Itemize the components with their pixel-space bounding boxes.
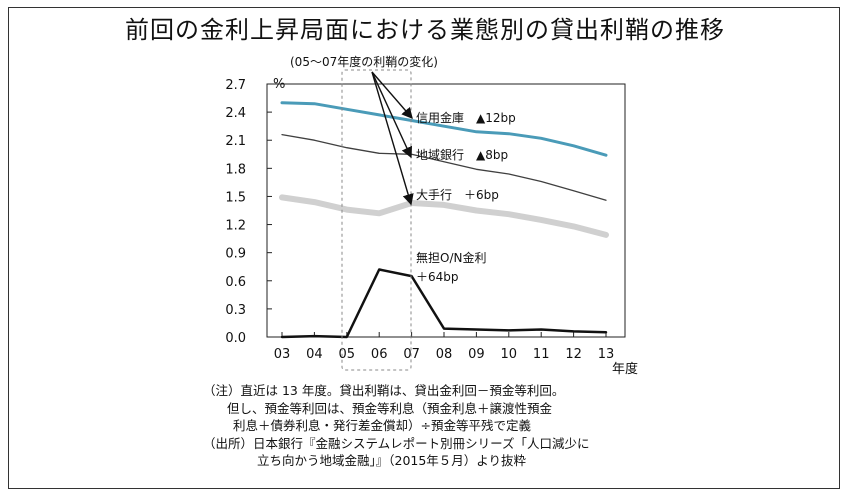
y-tick-label: 2.1 <box>225 134 246 149</box>
annotation-on-rate: 無担O/N金利 <box>416 250 486 265</box>
y-tick-label: 0.0 <box>225 331 246 346</box>
chart-notes: （注）直近は 13 年度。貸出利鞘は、貸出金利回－預金等利回。 但し、預金等利回… <box>203 382 723 470</box>
x-tick-label: 06 <box>371 347 388 362</box>
annotation-ote: 大手行 ＋6bp <box>416 188 499 202</box>
x-tick-label: 08 <box>436 347 453 362</box>
x-tick-label: 03 <box>274 347 291 362</box>
figure-frame <box>8 7 840 489</box>
series-line-3 <box>279 194 609 238</box>
annotation-arrow <box>371 71 413 120</box>
y-tick-label: 2.7 <box>225 78 246 93</box>
x-tick-label: 10 <box>501 347 518 362</box>
plot-area <box>266 83 626 338</box>
series-line-2 <box>281 133 607 201</box>
y-tick-label: 0.9 <box>225 247 246 262</box>
annotation-arrow <box>371 71 413 159</box>
note-line-3: 利息＋債券利息・発行差金償却）÷預金等平残で定義 <box>233 418 531 433</box>
series-line-4 <box>280 268 608 339</box>
x-tick-label: 13 <box>598 347 615 362</box>
x-tick-label: 12 <box>565 347 582 362</box>
y-tick-label: 0.3 <box>225 303 246 318</box>
source-line-1: （出所）日本銀行『金融システムレポート別冊シリーズ「人口減少に <box>203 435 590 451</box>
x-tick-label: 05 <box>339 347 356 362</box>
annotation-chiiki: 地域銀行 ▲8bp <box>416 148 508 162</box>
chart-title: 前回の金利上昇局面における業態別の貸出利鞘の推移 <box>125 16 725 44</box>
x-tick-label: 11 <box>533 347 550 362</box>
series-line-1 <box>280 101 608 157</box>
y-axis-unit: % <box>273 77 285 92</box>
x-tick-label: 07 <box>403 347 420 362</box>
note-line-2: 但し、預金等利回は、預金等利息（預金利息＋譲渡性預金 <box>227 400 553 416</box>
source-line-2: 立ち向かう地域金融」』（2015年５月）より抜粋 <box>257 453 527 468</box>
x-tick-label: 09 <box>468 347 485 362</box>
x-axis-unit: 年度 <box>612 361 638 377</box>
highlight-box-05-07 <box>341 69 412 371</box>
annotation-shinkin: 信用金庫 ▲12bp <box>416 110 516 125</box>
annotation-on-change: ＋64bp <box>416 270 459 284</box>
y-tick-label: 1.8 <box>225 162 246 177</box>
y-tick-label: 1.5 <box>225 190 246 205</box>
range-annotation: (05～07年度の利鞘の変化) <box>290 54 438 69</box>
y-tick-label: 2.4 <box>225 106 246 121</box>
y-tick-label: 0.6 <box>225 275 246 290</box>
annotation-arrow <box>371 71 414 206</box>
note-line-1: （注）直近は 13 年度。貸出利鞘は、貸出金利回－預金等利回。 <box>203 383 565 398</box>
y-tick-label: 1.2 <box>225 219 246 234</box>
x-tick-label: 04 <box>306 347 323 362</box>
